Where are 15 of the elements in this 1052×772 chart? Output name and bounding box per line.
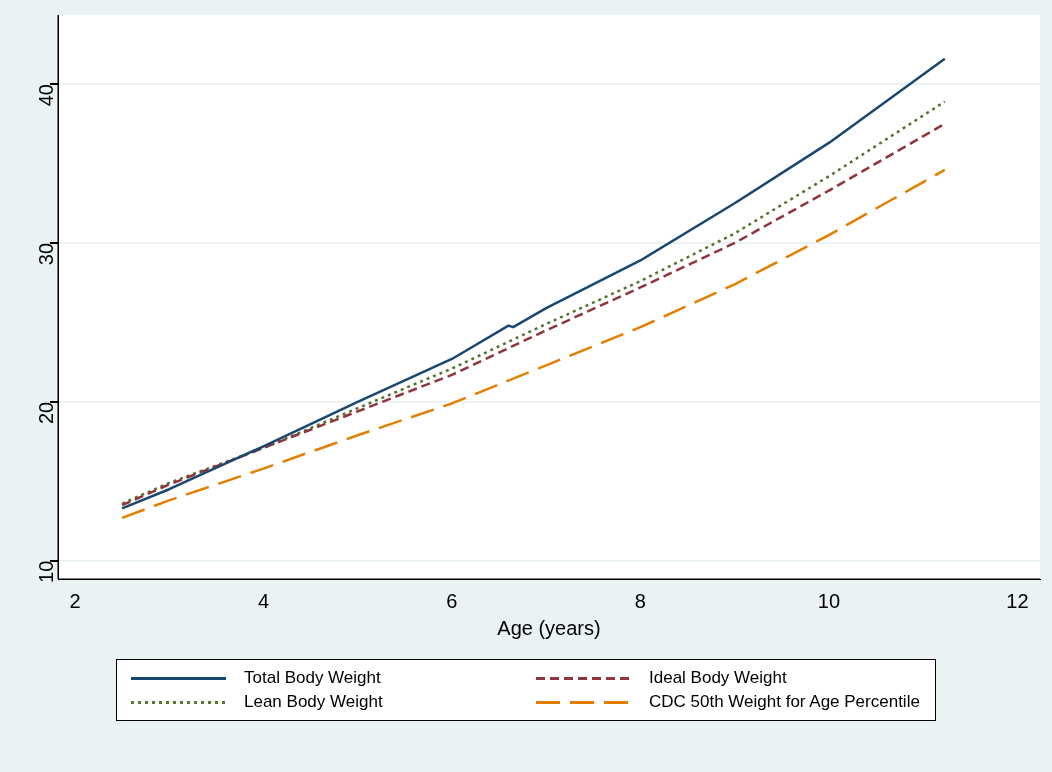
x-tick-label: 8 bbox=[634, 589, 646, 612]
x-tick-label: 10 bbox=[817, 589, 841, 612]
legend-label: CDC 50th Weight for Age Percentile bbox=[649, 692, 920, 712]
x-tick-label: 12 bbox=[1006, 589, 1029, 612]
x-tick-label: 4 bbox=[257, 589, 270, 612]
legend-label: Lean Body Weight bbox=[244, 692, 383, 712]
x-tick-label: 2 bbox=[69, 589, 81, 612]
y-tick-label: 30 bbox=[34, 242, 57, 266]
legend-label: Ideal Body Weight bbox=[649, 668, 787, 688]
y-tick-label: 40 bbox=[34, 84, 57, 107]
x-tick-label: 6 bbox=[446, 589, 458, 612]
y-tick-label: 10 bbox=[34, 560, 57, 583]
x-axis-title: Age (years) bbox=[497, 616, 601, 639]
y-tick-label: 20 bbox=[34, 401, 57, 425]
legend-label: Total Body Weight bbox=[244, 668, 381, 688]
